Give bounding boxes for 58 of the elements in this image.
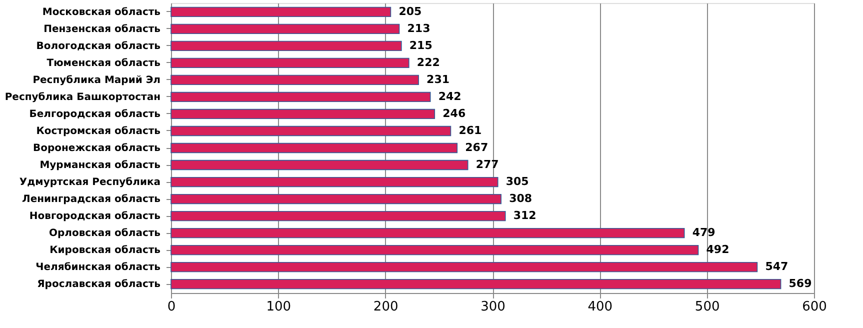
bar [170, 160, 468, 170]
data-label: 569 [788, 277, 812, 290]
y-tick-label: Республика Башкортостан [4, 92, 161, 103]
data-label: 261 [458, 124, 482, 137]
data-label: 242 [438, 90, 462, 103]
data-label: 277 [476, 158, 499, 172]
y-tick-label: Ярославская область [37, 279, 160, 290]
y-tick-label: Белгородская область [29, 108, 160, 120]
data-label: 267 [465, 141, 488, 154]
x-tick-label: 100 [266, 300, 292, 314]
bar [170, 126, 452, 136]
bar [170, 40, 402, 52]
y-tick-label: Пензенская область [44, 24, 160, 35]
bar [170, 6, 392, 18]
y-tick-label: Челябинская область [36, 262, 160, 274]
data-label: 547 [765, 260, 788, 274]
x-tick-label: 200 [373, 300, 398, 314]
y-tick-label: Тюменская область [46, 58, 160, 69]
bar [170, 262, 758, 272]
bar [170, 142, 458, 154]
y-tick-label: Вологодская область [36, 40, 160, 52]
data-label: 305 [506, 175, 529, 188]
bar [170, 278, 782, 290]
x-tick-label: 400 [588, 300, 613, 314]
bar [170, 108, 436, 120]
data-label: 213 [407, 22, 430, 35]
x-tick-label: 0 [167, 300, 176, 314]
data-label: 308 [509, 192, 532, 206]
data-label: 215 [409, 38, 432, 52]
y-tick-label: Кировская область [50, 245, 160, 256]
bar [170, 92, 431, 102]
data-label: 492 [706, 243, 730, 256]
y-tick-label: Костромская область [36, 126, 160, 137]
bar [170, 24, 400, 34]
data-label: 222 [416, 56, 440, 69]
data-label: 231 [426, 72, 450, 86]
y-tick-label: Удмуртская Республика [19, 177, 160, 188]
bar [170, 194, 502, 204]
data-label: 479 [692, 226, 716, 240]
y-tick-label: Ленинградская область [22, 194, 160, 206]
data-label: 205 [398, 4, 422, 18]
bar [170, 58, 410, 68]
bar [170, 244, 699, 256]
data-label: 312 [513, 209, 536, 222]
y-tick-label: Московская область [42, 6, 160, 18]
bar [170, 228, 685, 238]
x-tick-label: 600 [802, 300, 827, 314]
bar [170, 74, 419, 86]
y-tick-label: Республика Марий Эл [32, 74, 160, 86]
data-label: 246 [442, 106, 466, 120]
x-tick-label: 300 [480, 300, 506, 314]
y-tick-label: Новгородская область [29, 211, 160, 222]
bar [170, 176, 498, 188]
x-tick-label: 500 [694, 300, 720, 314]
y-tick-label: Воронежская область [33, 143, 160, 154]
y-tick-label: Мурманская область [40, 160, 160, 172]
y-tick-label: Орловская область [48, 228, 160, 240]
bar [170, 210, 506, 222]
